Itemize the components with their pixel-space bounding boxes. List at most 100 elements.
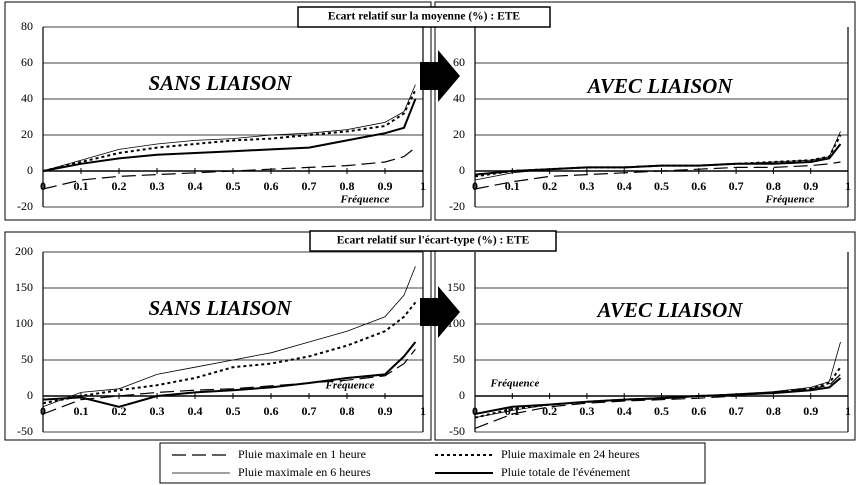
x-tick-label: 0.3 <box>579 179 594 193</box>
series-line <box>474 377 842 415</box>
x-tick-label: 0.2 <box>542 404 557 418</box>
series-line <box>42 84 416 172</box>
arrow <box>420 50 460 102</box>
x-tick-label: 0.7 <box>302 404 317 418</box>
x-tick-label: 0.8 <box>340 179 355 193</box>
legend: Pluie maximale en 1 heure Pluie maximale … <box>172 447 640 479</box>
x-tick-label: 0.5 <box>226 404 241 418</box>
y-tick-label: 200 <box>15 244 33 258</box>
y-tick-label: -50 <box>449 424 465 438</box>
x-tick-label: 0.6 <box>264 404 279 418</box>
series-line <box>42 341 417 408</box>
series-line <box>42 348 416 415</box>
y-tick-label: 0 <box>459 388 465 402</box>
legend-label: Pluie maximale en 1 heure <box>238 447 366 461</box>
x-axis-label: Fréquence <box>340 194 390 206</box>
y-tick-label: 20 <box>453 127 465 141</box>
y-tick-label: 20 <box>21 127 33 141</box>
x-tick-label: 0.3 <box>150 404 165 418</box>
annotation: SANS LIAISON <box>149 71 293 95</box>
series-line <box>474 143 842 176</box>
x-tick-label: 0.9 <box>378 179 393 193</box>
x-tick-label: 0.4 <box>188 404 203 418</box>
y-tick-label: 0 <box>27 388 33 402</box>
x-tick-label: 0.8 <box>766 179 781 193</box>
x-tick-label: 0.6 <box>264 179 279 193</box>
arrow <box>420 286 460 338</box>
y-tick-label: 60 <box>21 55 33 69</box>
x-tick-label: 0.8 <box>766 404 781 418</box>
x-tick-label: 0 <box>472 404 478 418</box>
x-tick-label: 0.1 <box>74 179 89 193</box>
x-tick-label: 0.4 <box>617 179 632 193</box>
x-tick-label: 0.5 <box>654 179 669 193</box>
legend-label: Pluie totale de l'événement <box>501 465 631 479</box>
x-tick-label: 0 <box>40 404 46 418</box>
x-tick-label: 0.6 <box>691 404 706 418</box>
plots: -20 0 20 40 60 80 0 0.1 0.2 0.3 0.4 0.5 0.6 0.7 0.8 0.9… <box>15 19 851 438</box>
x-axis-label: Fréquence <box>490 378 540 390</box>
y-tick-label: -20 <box>449 199 465 213</box>
series-line <box>42 89 417 172</box>
x-axis-label: Fréquence <box>325 380 375 392</box>
annotation: AVEC LIAISON <box>596 298 744 322</box>
panel-frame <box>434 231 856 441</box>
x-tick-label: 1 <box>845 404 851 418</box>
x-tick-label: 0.9 <box>803 404 818 418</box>
y-tick-label: 50 <box>21 352 33 366</box>
x-tick-label: 0.6 <box>691 179 706 193</box>
banner-box <box>297 6 551 28</box>
y-tick-label: -50 <box>17 424 33 438</box>
x-tick-label: 0.4 <box>617 404 632 418</box>
y-tick-label: 80 <box>21 19 33 33</box>
annotation: AVEC LIAISON <box>586 74 734 98</box>
y-tick-label: 60 <box>453 55 465 69</box>
annotation: SANS LIAISON <box>149 296 293 320</box>
x-tick-label: 0.9 <box>803 179 818 193</box>
x-tick-label: 0.7 <box>729 404 744 418</box>
y-tick-label: 150 <box>447 280 465 294</box>
x-tick-label: 0 <box>472 179 478 193</box>
x-tick-label: 0.1 <box>505 179 520 193</box>
series-line <box>42 301 417 405</box>
series-line <box>42 98 417 172</box>
x-tick-label: 0.3 <box>579 404 594 418</box>
series-line <box>42 266 416 408</box>
x-tick-label: 0.2 <box>112 404 127 418</box>
x-tick-label: 0.5 <box>226 179 241 193</box>
x-tick-label: 0.1 <box>74 404 89 418</box>
y-tick-label: 40 <box>21 91 33 105</box>
series-line <box>474 161 841 190</box>
y-tick-label: -20 <box>17 199 33 213</box>
panel-frame <box>4 231 432 441</box>
legend-box <box>159 442 706 484</box>
x-tick-label: 1 <box>845 179 851 193</box>
y-tick-label: 0 <box>459 163 465 177</box>
x-tick-label: 0.5 <box>654 404 669 418</box>
y-tick-label: 0 <box>27 163 33 177</box>
panel-frame <box>434 1 856 221</box>
y-tick-label: 50 <box>453 352 465 366</box>
x-axis-label: Fréquence <box>765 194 815 206</box>
x-tick-label: 0.8 <box>340 404 355 418</box>
legend-label: Pluie maximale en 6 heures <box>238 465 371 479</box>
panel-frame <box>4 1 432 221</box>
series-line <box>474 373 841 429</box>
series-line <box>474 131 841 181</box>
x-tick-label: 1 <box>420 179 426 193</box>
x-tick-label: 0.4 <box>188 179 203 193</box>
y-tick-label: 40 <box>453 91 465 105</box>
x-tick-label: 0.3 <box>150 179 165 193</box>
banner-box <box>309 230 557 252</box>
x-tick-label: 0 <box>40 179 46 193</box>
y-tick-label: 150 <box>15 280 33 294</box>
banner-title: Ecart relatif sur la moyenne (%) : ETE <box>328 11 521 23</box>
x-tick-label: 0.2 <box>112 179 127 193</box>
banner-title: Ecart relatif sur l'écart-type (%) : ETE <box>337 235 530 247</box>
x-tick-label: 0.7 <box>729 179 744 193</box>
x-tick-label: 1 <box>420 404 426 418</box>
series-line <box>42 147 416 190</box>
y-tick-label: 100 <box>15 316 33 330</box>
legend-label: Pluie maximale en 24 heures <box>501 447 640 461</box>
